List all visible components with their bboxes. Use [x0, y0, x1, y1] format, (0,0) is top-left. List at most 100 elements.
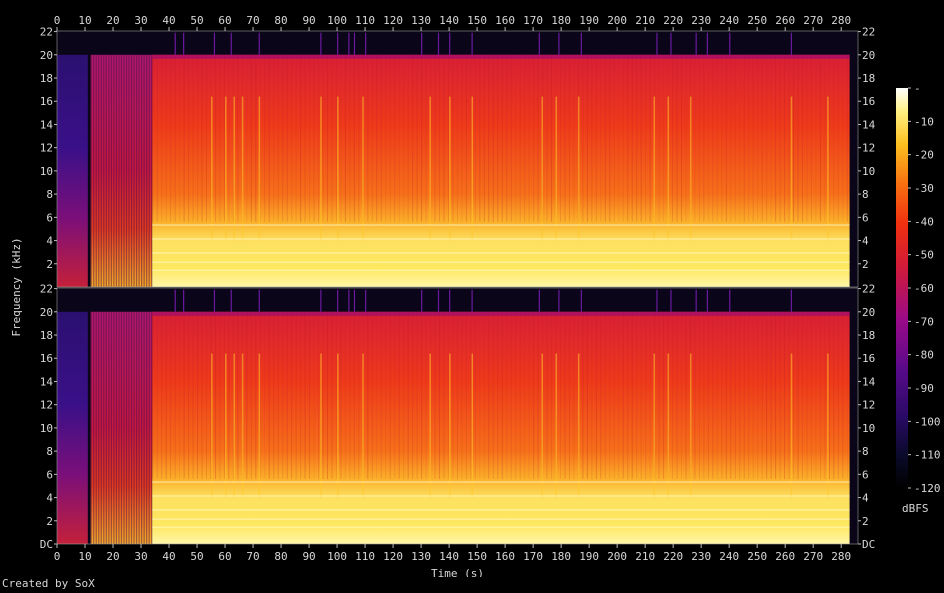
texture-line: [609, 311, 611, 479]
spike-line: [580, 289, 582, 312]
texture-line: [152, 54, 154, 222]
transient-line: [258, 96, 261, 241]
texture-line: [551, 311, 553, 479]
texture-line: [349, 54, 351, 222]
texture-line: [703, 311, 705, 479]
x-tick-label: 250: [747, 550, 767, 563]
transient-line: [689, 96, 692, 241]
colorbar-gradient: [896, 88, 908, 488]
texture-line: [734, 54, 736, 222]
texture-line: [165, 54, 167, 222]
texture-line: [255, 54, 257, 222]
x-tick-label: 220: [663, 14, 683, 27]
colorbar: - -10 -20 -30 -40 -50 -60 -70 -80 -90 -100 -110 -120…: [896, 82, 941, 515]
texture-line: [161, 311, 163, 479]
texture-line: [380, 54, 382, 222]
striation-line: [143, 311, 145, 544]
texture-line: [318, 311, 320, 479]
x-tick-label: 130: [411, 14, 431, 27]
striation-line: [105, 54, 107, 288]
y-tick-label: 12: [40, 142, 53, 155]
texture-line: [842, 311, 844, 479]
texture-line: [658, 311, 660, 479]
texture-line: [640, 54, 642, 222]
transient-line: [241, 96, 244, 241]
texture-line: [618, 311, 620, 479]
x-tick-label: 240: [719, 550, 739, 563]
spike-line: [258, 289, 260, 312]
texture-line: [223, 54, 225, 222]
texture-line: [344, 54, 346, 222]
harmonic-band: [152, 526, 850, 529]
texture-line: [201, 311, 203, 479]
texture-line: [205, 54, 207, 222]
spike-line: [471, 289, 473, 312]
texture-line: [452, 54, 454, 222]
spike-line: [449, 32, 451, 55]
texture-line: [761, 311, 763, 479]
y-tick-label: 18: [40, 329, 53, 342]
colorbar-tick-label: -100: [914, 415, 941, 428]
texture-line: [766, 311, 768, 479]
texture-line: [183, 54, 185, 222]
spike-line: [449, 289, 451, 312]
spike-line: [538, 32, 540, 55]
texture-line: [214, 54, 216, 222]
texture-line: [479, 54, 481, 222]
texture-line: [282, 54, 284, 222]
texture-line: [461, 311, 463, 479]
texture-line: [313, 311, 315, 479]
striation-line: [100, 311, 102, 544]
texture-line: [698, 311, 700, 479]
texture-line: [188, 311, 190, 479]
x-tick-label: 10: [78, 14, 91, 27]
texture-line: [353, 54, 355, 222]
texture-line: [658, 54, 660, 222]
texture-line: [600, 54, 602, 222]
texture-line: [810, 54, 812, 222]
texture-line: [680, 54, 682, 222]
texture-line: [640, 311, 642, 479]
striation-line: [135, 311, 138, 544]
texture-line: [398, 54, 400, 222]
x-tick-label: 120: [383, 550, 403, 563]
striation-line: [93, 311, 95, 544]
texture-line: [528, 54, 530, 222]
texture-line: [663, 311, 665, 479]
texture-line: [483, 54, 485, 222]
transient-line: [667, 353, 670, 498]
y-tick-label: 16: [862, 352, 875, 365]
texture-line: [268, 311, 270, 479]
texture-line: [282, 311, 284, 479]
texture-line: [456, 54, 458, 222]
spike-line: [580, 32, 582, 55]
striation-line: [98, 54, 100, 288]
texture-line: [286, 54, 288, 222]
spike-line: [230, 32, 232, 55]
texture-line: [398, 311, 400, 479]
texture-line: [801, 54, 803, 222]
texture-line: [730, 311, 732, 479]
spike-line: [729, 32, 731, 55]
y-tick-label: 12: [862, 399, 875, 412]
colorbar-tick-label: -60: [914, 282, 934, 295]
texture-line: [613, 54, 615, 222]
texture-line: [358, 311, 360, 479]
texture-line: [707, 54, 709, 222]
x-tick-label: 0: [54, 14, 61, 27]
colorbar-tick-label: -: [914, 82, 921, 95]
x-tick-label: 90: [302, 14, 315, 27]
texture-line: [815, 54, 817, 222]
x-tick-label: 220: [663, 550, 683, 563]
transient-line: [555, 96, 558, 241]
transient-line: [790, 96, 793, 241]
transient-line: [653, 96, 656, 241]
cutoff-band: [152, 54, 850, 59]
texture-line: [519, 54, 521, 222]
colorbar-label: dBFS: [902, 502, 929, 515]
transient-line: [225, 96, 227, 241]
texture-line: [300, 311, 302, 479]
y-tick-label: 4: [862, 235, 869, 248]
